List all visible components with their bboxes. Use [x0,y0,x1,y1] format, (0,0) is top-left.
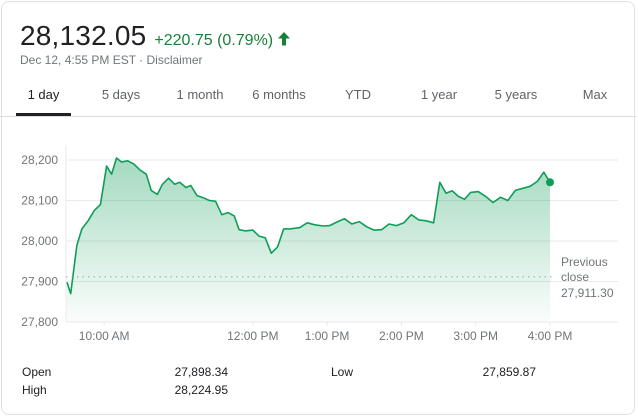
tab-ytd[interactable]: YTD [345,87,371,102]
price-row: 28,132.05 +220.75 (0.79%) [20,20,291,52]
y-tick-label: 28,200 [21,153,58,167]
x-tick-label: 3:00 PM [453,329,498,343]
high-label: High [22,383,47,397]
x-tick-label: 1:00 PM [305,329,350,343]
price-change: +220.75 (0.79%) [154,32,274,49]
arrow-up-icon [278,32,291,51]
high-value: 28,224.95 [174,383,228,397]
open-label: Open [22,365,52,379]
area-fill [67,158,550,322]
range-tabs: 1 day 5 days 1 month 6 months YTD 1 year 5 yea… [0,76,636,117]
low-label: Low [331,365,354,379]
last-point-marker [546,178,554,187]
timestamp-disclaimer: Dec 12, 4:55 PM EST · Disclaimer [20,53,203,67]
tab-max[interactable]: Max [582,87,608,102]
tab-1-year[interactable]: 1 year [420,87,458,102]
tab-6-months[interactable]: 6 months [252,87,306,102]
tab-5-days[interactable]: 5 days [101,87,141,102]
x-tick-label: 2:00 PM [379,329,424,343]
tab-1-day[interactable]: 1 day [16,76,71,116]
y-tick-label: 27,800 [21,315,58,329]
current-price: 28,132.05 [20,20,147,51]
previous-close-value-label: 27,911.30 [561,286,614,300]
y-tick-label: 28,100 [21,194,58,208]
previous-close-label-line1: Previous [561,255,608,269]
tab-1-month[interactable]: 1 month [176,87,224,102]
x-tick-label: 12:00 PM [227,329,278,343]
previous-close-label-line2: close [561,270,589,284]
x-tick-label: 10:00 AM [79,329,130,343]
y-tick-label: 27,900 [21,275,58,289]
open-value: 27,898.34 [174,365,228,379]
x-tick-label: 4:00 PM [528,329,573,343]
y-tick-label: 28,000 [21,234,58,248]
price-line [66,157,551,295]
low-value: 27,859.87 [482,365,536,379]
tab-5-years[interactable]: 5 years [494,87,538,102]
